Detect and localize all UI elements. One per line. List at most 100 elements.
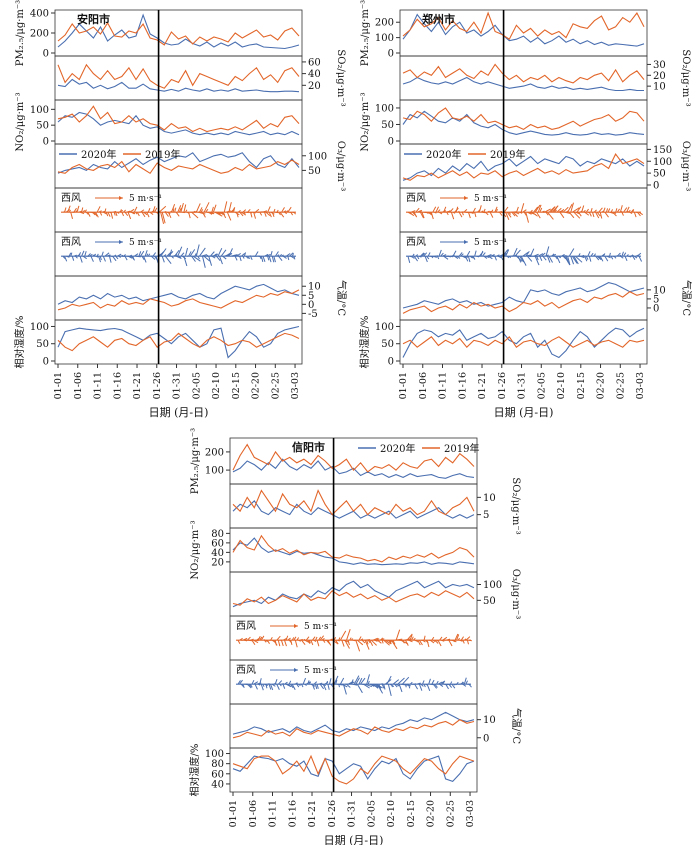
row-frame: [229, 747, 478, 793]
y-tick-label: 10: [653, 285, 666, 296]
wind-vector: [448, 639, 453, 647]
wind-vector: [202, 256, 206, 268]
wind-vector: [302, 677, 307, 685]
wind-vector: [451, 683, 456, 689]
series-line-2019: [57, 63, 300, 89]
wind-vector: [456, 634, 460, 641]
x-tick-label: 02-20: [596, 372, 607, 399]
wind-vector: [236, 212, 239, 218]
wind-vector: [141, 211, 146, 218]
row-w20: 西风 5 m·s⁻¹: [54, 231, 303, 277]
row-frame: [399, 319, 648, 365]
wind-vector: [539, 207, 543, 213]
wind-vector: [533, 206, 539, 213]
wind-vector: [243, 252, 247, 257]
y-axis-label: NO₂/μg·m⁻³: [15, 92, 26, 151]
wind-vector: [274, 251, 279, 257]
row-so2: 10 5 SO₂/μg·m⁻³: [229, 477, 521, 535]
wind-vector: [191, 211, 199, 219]
wind-vector: [93, 211, 98, 217]
y-tick-label: 200: [205, 447, 224, 458]
wind-scale-arrowhead: [464, 196, 468, 200]
wind-vector: [319, 635, 325, 641]
wind-vector: [445, 683, 449, 690]
wind-vector: [234, 255, 238, 261]
wind-vector: [356, 683, 363, 694]
wind-vector: [565, 256, 570, 264]
wind-direction-label: 西风: [61, 236, 81, 248]
wind-vector: [202, 211, 206, 218]
wind-vector: [189, 249, 196, 257]
wind-direction-label: 西风: [236, 620, 256, 632]
wind-vector: [452, 250, 457, 257]
series-line-2020: [402, 155, 645, 181]
wind-vector: [424, 256, 428, 263]
wind-vector: [413, 255, 419, 262]
series-line-2019: [57, 159, 300, 175]
wind-vector: [199, 247, 206, 257]
wind-vector: [516, 206, 519, 213]
x-tick-label: 01-31: [347, 800, 358, 827]
wind-vector: [101, 251, 104, 257]
wind-vector: [133, 206, 138, 213]
y-axis-label: O₃/μg·m⁻³: [680, 141, 691, 191]
wind-vector: [573, 211, 581, 219]
wind-vector: [387, 684, 392, 697]
wind-vector: [534, 256, 540, 266]
wind-vector: [291, 683, 296, 691]
row-w19: 西风 5 m·s⁻¹: [54, 187, 303, 233]
wind-vector: [90, 255, 94, 262]
wind-vector: [360, 677, 366, 685]
wind-vector: [301, 639, 306, 645]
wind-vector: [222, 211, 227, 219]
wind-vector: [426, 684, 431, 692]
series-line-2020: [57, 152, 300, 174]
wind-direction-label: 西风: [406, 192, 426, 204]
wind-vector: [174, 207, 177, 213]
wind-vector: [294, 640, 298, 648]
wind-vector: [427, 252, 431, 257]
wind-vector: [537, 204, 542, 213]
wind-vector: [274, 640, 277, 646]
y-tick-label: 400: [30, 9, 49, 20]
wind-vector: [581, 205, 585, 213]
row-frame: [229, 703, 478, 749]
wind-vector: [276, 635, 281, 641]
y-tick-label: 0: [43, 137, 49, 148]
row-rh: 100 50 0 相对湿度/%: [13, 316, 303, 368]
wind-vector: [604, 211, 609, 218]
y-tick-label: 20: [211, 557, 224, 568]
y-tick-label: 100: [483, 580, 502, 591]
y-tick-label: 10: [483, 493, 496, 504]
wind-vector: [209, 251, 215, 257]
wind-vector: [364, 640, 370, 650]
wind-vector: [607, 208, 611, 213]
x-axis-label: 日期 (月-日): [494, 406, 554, 419]
wind-vector: [267, 206, 271, 213]
wind-vector: [522, 251, 529, 257]
wind-vector: [595, 255, 600, 261]
row-o3: 100 50 O₃/μg·m⁻³ 2020年 2019年: [54, 141, 346, 191]
wind-vector: [339, 677, 345, 685]
wind-vector: [239, 256, 242, 262]
wind-vector: [174, 249, 180, 257]
wind-vector: [571, 255, 578, 264]
wind-vector: [154, 207, 158, 213]
wind-vector: [378, 684, 382, 691]
wind-vector: [595, 211, 600, 219]
wind-vector: [542, 255, 547, 261]
series-line-2019: [232, 719, 475, 739]
wind-vector: [273, 256, 276, 263]
wind-vector: [112, 255, 117, 262]
wind-vector: [290, 683, 294, 689]
row-w20: 西风 5 m·s⁻¹: [229, 659, 478, 705]
wind-vector: [605, 208, 609, 213]
x-tick-label: 02-20: [426, 800, 437, 827]
y-tick-label: 10: [308, 282, 321, 293]
wind-vector: [432, 683, 438, 689]
row-no2: 100 50 0 NO₂/μg·m⁻³: [360, 92, 648, 152]
x-tick-label: 01-06: [418, 372, 429, 399]
series-line-2020: [57, 78, 300, 93]
series-line-2019: [57, 332, 300, 352]
